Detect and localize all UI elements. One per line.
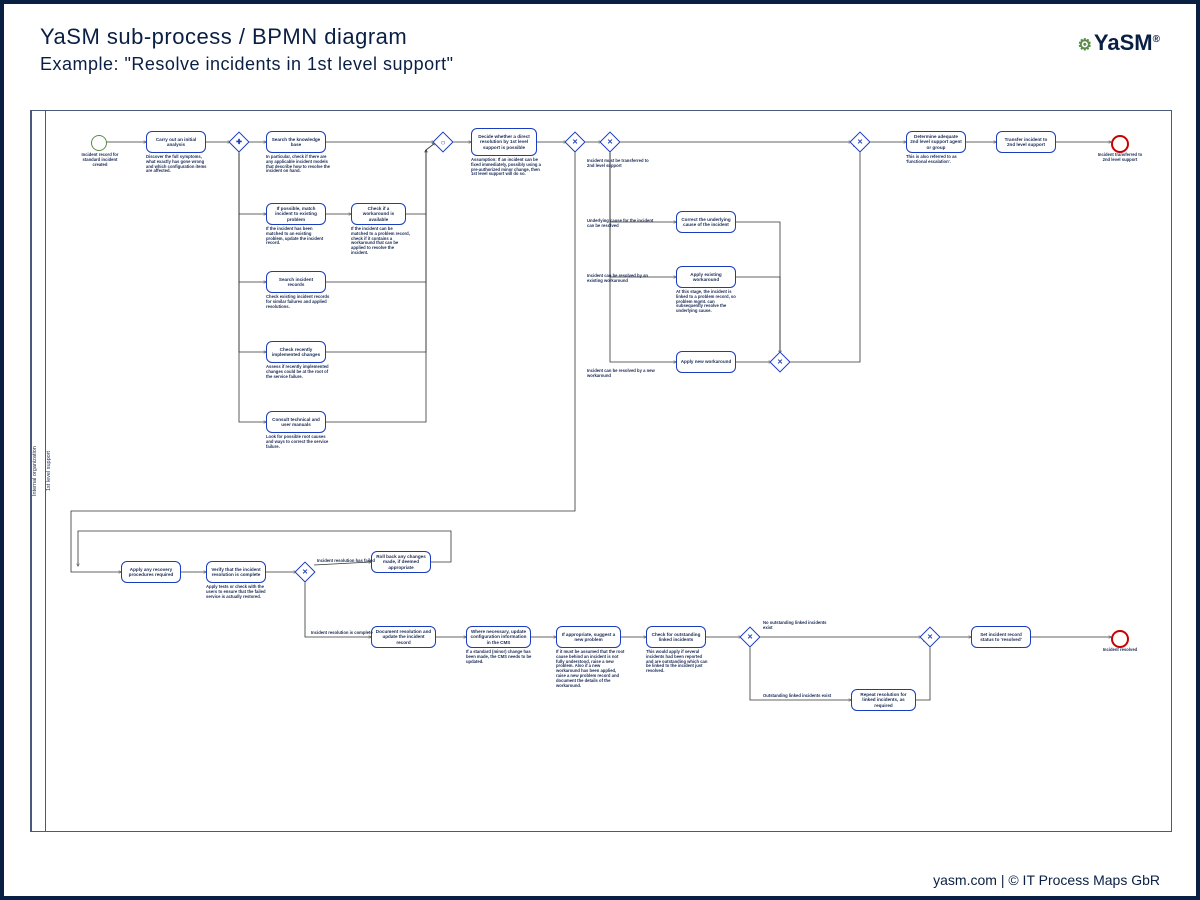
- footer-text: yasm.com | © IT Process Maps GbR: [933, 872, 1160, 888]
- edge-label-6: No outstanding linked incidents exist: [763, 621, 833, 631]
- event-e0: [91, 135, 107, 151]
- annot-t1: Discover the full symptoms, what exactly…: [146, 155, 210, 174]
- pool-label: Internal organization: [31, 111, 46, 831]
- task-t27: Repeat resolution for linked incidents, …: [851, 689, 916, 711]
- gateway-g7: [296, 563, 314, 581]
- edge-label-7: Outstanding linked incidents exist: [763, 694, 833, 699]
- edge-label-2: Incident can be resolved by an existing …: [587, 274, 657, 284]
- gateway-g1: [230, 133, 248, 151]
- task-t11: Determine adequate 2nd level support age…: [906, 131, 966, 153]
- gateway-g6: [851, 133, 869, 151]
- annot-t7: Assumption: If an incident can be fixed …: [471, 158, 541, 177]
- event-label-e2: Incident resolved: [1097, 648, 1143, 653]
- annot-t11: This is also referred to as 'functional …: [906, 155, 970, 165]
- page-title: YaSM sub-process / BPMN diagram: [40, 24, 453, 50]
- task-t10: Apply new workaround: [676, 351, 736, 373]
- task-t4: Search incident records: [266, 271, 326, 293]
- edge-label-0: Incident must be transferred to 2nd leve…: [587, 159, 657, 169]
- yasm-logo: YaSM: [1078, 30, 1160, 56]
- annot-t26: This would apply if several incidents ha…: [646, 650, 710, 674]
- page-subtitle: Example: "Resolve incidents in 1st level…: [40, 54, 453, 75]
- task-t3b: Check if a workaround is available: [351, 203, 406, 225]
- task-t24: Where necessary, update configuration in…: [466, 626, 531, 648]
- annot-t21: Apply tests or check with the users to e…: [206, 585, 270, 599]
- gateway-g5: [771, 353, 789, 371]
- task-t12: Transfer incident to 2nd level support: [996, 131, 1056, 153]
- gateway-g8: [741, 628, 759, 646]
- event-e1: [1111, 135, 1129, 153]
- annot-t9: At this stage, the incident is linked to…: [676, 290, 740, 314]
- gateway-g3: [566, 133, 584, 151]
- task-t5: Check recently implemented changes: [266, 341, 326, 363]
- lane-label: 1st level support: [45, 111, 60, 831]
- header: YaSM sub-process / BPMN diagram Example:…: [40, 24, 453, 75]
- task-t21: Verify that the incident resolution is c…: [206, 561, 266, 583]
- event-e2: [1111, 630, 1129, 648]
- annot-t3b: If the incident can be matched to a prob…: [351, 227, 410, 256]
- bpmn-diagram: Internal organization 1st level support …: [30, 110, 1170, 850]
- task-t23: Document resolution and update the incid…: [371, 626, 436, 648]
- annot-t24: If a standard (minor) change has been ma…: [466, 650, 535, 664]
- edge-label-5: Incident resolution is complete: [311, 631, 381, 636]
- edge-label-3: Incident can be resolved by a new workar…: [587, 369, 657, 379]
- task-t28: Set incident record status to 'resolved': [971, 626, 1031, 648]
- edge-label-4: Incident resolution has failed: [317, 559, 387, 564]
- annot-t3: If the incident has been matched to an e…: [266, 227, 330, 246]
- annot-t4: Check existing incident records for simi…: [266, 295, 330, 309]
- task-t9: Apply existing workaround: [676, 266, 736, 288]
- task-t1: Carry out an initial analysis: [146, 131, 206, 153]
- annot-t5: Assess if recently implemented changes c…: [266, 365, 330, 379]
- bpmn-pool: Internal organization 1st level support …: [30, 110, 1172, 832]
- task-t26: Check for outstanding linked incidents: [646, 626, 706, 648]
- gateway-g2: [434, 133, 452, 151]
- task-t20: Apply any recovery procedures required: [121, 561, 181, 583]
- task-t7: Decide whether a direct resolution by 1s…: [471, 128, 537, 156]
- edge-label-1: Underlying cause for the incident can be…: [587, 219, 657, 229]
- task-t6: Consult technical and user manuals: [266, 411, 326, 433]
- event-label-e1: Incident transferred to 2nd level suppor…: [1097, 153, 1143, 163]
- annot-t25: If it must be assumed that the root caus…: [556, 650, 625, 689]
- annot-t2: In particular, check if there are any ap…: [266, 155, 330, 174]
- event-label-e0: Incident record for standard incident cr…: [77, 153, 123, 167]
- task-t2: Search the knowledge base: [266, 131, 326, 153]
- annot-t6: Look for possible root causes and ways t…: [266, 435, 330, 449]
- gateway-g9: [921, 628, 939, 646]
- gateway-g4: [601, 133, 619, 151]
- task-t3: If possible, match incident to existing …: [266, 203, 326, 225]
- task-t25: If appropriate, suggest a new problem: [556, 626, 621, 648]
- task-t8: Correct the underlying cause of the inci…: [676, 211, 736, 233]
